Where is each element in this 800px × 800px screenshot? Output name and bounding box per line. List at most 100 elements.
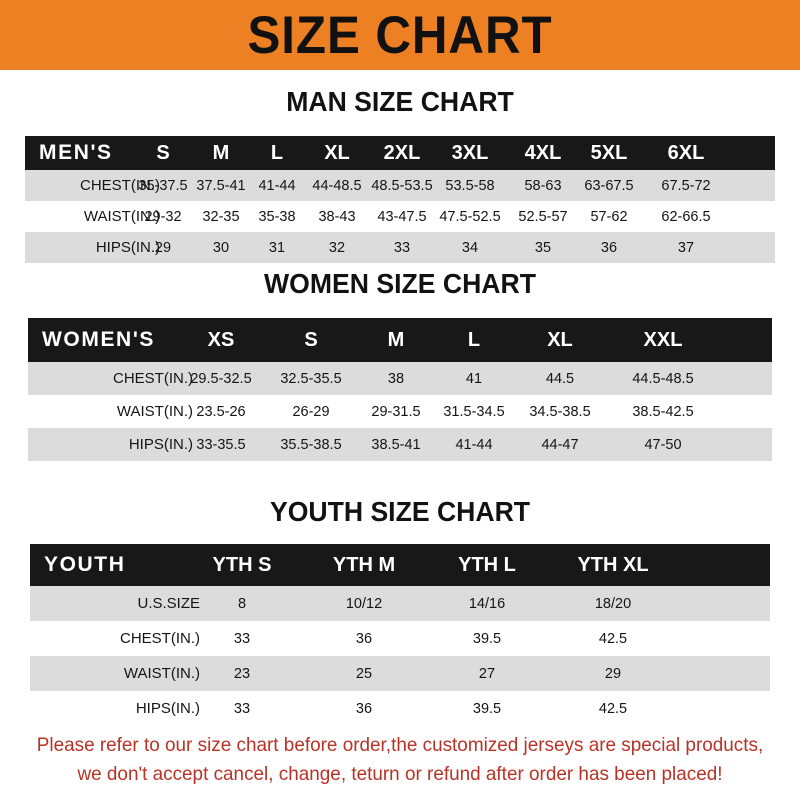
women-measurement-cell: 31.5-34.5 <box>443 403 505 420</box>
women-measurement-cell: 41 <box>465 370 483 387</box>
youth-measurement-cell: 39.5 <box>472 630 502 647</box>
youth-row-label: HIPS(IN.) <box>135 700 200 717</box>
table-row: CHEST(IN.) 29.5-32.5 32.5-35.5 38 41 44.5 44.5… <box>28 362 772 395</box>
youth-measurement-cell: 8 <box>237 595 247 612</box>
man-column-header: L <box>270 141 284 164</box>
man-column-header: XL <box>324 141 350 164</box>
women-column-header: S <box>304 328 318 351</box>
man-measurement-cell: 63-67.5 <box>584 177 634 194</box>
women-measurement-cell: 23.5-26 <box>196 403 246 420</box>
table-row: HIPS(IN.) 33-35.5 35.5-38.5 38.5-41 41-44 44-… <box>28 428 772 461</box>
table-row: WAIST(IN.) 29-32 32-35 35-38 38-43 43-47.5 47.… <box>25 201 775 232</box>
section-title-women: WOMEN SIZE CHART <box>264 268 536 299</box>
women-measurement-cell: 47-50 <box>644 436 682 453</box>
man-measurement-cell: 37 <box>677 239 695 256</box>
women-measurement-cell: 41-44 <box>455 436 493 453</box>
youth-measurement-cell: 27 <box>478 665 496 682</box>
man-column-header: 5XL <box>590 141 628 164</box>
youth-corner-label: YOUTH <box>44 553 126 576</box>
man-row-label: WAIST(IN.) <box>83 208 160 225</box>
man-column-header: 2XL <box>383 141 421 164</box>
youth-measurement-cell: 33 <box>233 700 251 717</box>
table-row: HIPS(IN.) 33 36 39.5 42.5 <box>30 691 770 726</box>
man-measurement-cell: 36 <box>600 239 618 256</box>
man-column-header: 3XL <box>451 141 489 164</box>
man-row-label: CHEST(IN.) <box>80 177 160 194</box>
youth-measurement-cell: 42.5 <box>598 700 628 717</box>
man-measurement-cell: 67.5-72 <box>661 177 711 194</box>
man-measurement-cell: 32-35 <box>202 208 240 225</box>
women-measurement-cell: 44.5-48.5 <box>632 370 694 387</box>
women-measurement-cell: 34.5-38.5 <box>529 403 591 420</box>
man-measurement-cell: 52.5-57 <box>518 208 568 225</box>
table-row: U.S.SIZE 8 10/12 14/16 18/20 <box>30 586 770 621</box>
man-size-table: MEN'S S M L XL 2XL 3XL 4XL 5XL 6XL CHEST(IN.) 35-37… <box>25 136 775 263</box>
youth-measurement-cell: 36 <box>355 630 373 647</box>
man-row-label: HIPS(IN.) <box>95 239 160 256</box>
women-measurement-cell: 38.5-41 <box>371 436 421 453</box>
table-row: CHEST(IN.) 35-37.5 37.5-41 41-44 44-48.5 48.5… <box>25 170 775 201</box>
women-measurement-cell: 38 <box>387 370 405 387</box>
youth-table-header-row: YOUTH YTH S YTH M YTH L YTH XL <box>30 544 770 586</box>
youth-column-header: YTH L <box>458 553 516 576</box>
youth-measurement-cell: 25 <box>355 665 373 682</box>
youth-measurement-cell: 33 <box>233 630 251 647</box>
man-measurement-cell: 38-43 <box>318 208 356 225</box>
youth-row-label: CHEST(IN.) <box>120 630 200 647</box>
women-column-header: M <box>387 328 405 351</box>
women-measurement-cell: 33-35.5 <box>196 436 246 453</box>
women-row-label: HIPS(IN.) <box>128 436 193 453</box>
man-measurement-cell: 37.5-41 <box>196 177 246 194</box>
section-title-youth: YOUTH SIZE CHART <box>269 496 531 527</box>
man-measurement-cell: 29-32 <box>144 208 182 225</box>
man-measurement-cell: 48.5-53.5 <box>371 177 433 194</box>
man-measurement-cell: 35-37.5 <box>138 177 188 194</box>
man-measurement-cell: 32 <box>328 239 346 256</box>
youth-row-label: WAIST(IN.) <box>123 665 200 682</box>
women-measurement-cell: 29.5-32.5 <box>190 370 252 387</box>
women-measurement-cell: 38.5-42.5 <box>632 403 694 420</box>
women-table-header-row: WOMEN'S XS S M L XL XXL <box>28 318 772 362</box>
youth-measurement-cell: 10/12 <box>345 595 383 612</box>
man-measurement-cell: 29 <box>154 239 172 256</box>
women-measurement-cell: 32.5-35.5 <box>280 370 342 387</box>
man-measurement-cell: 58-63 <box>524 177 562 194</box>
man-measurement-cell: 53.5-58 <box>445 177 495 194</box>
man-measurement-cell: 33 <box>393 239 411 256</box>
women-column-header: XXL <box>643 328 683 351</box>
man-column-header: 6XL <box>667 141 705 164</box>
man-measurement-cell: 57-62 <box>590 208 628 225</box>
man-measurement-cell: 43-47.5 <box>377 208 427 225</box>
footer-note-line-2: we don't accept cancel, change, teturn o… <box>77 763 723 785</box>
youth-measurement-cell: 36 <box>355 700 373 717</box>
man-measurement-cell: 41-44 <box>258 177 296 194</box>
youth-column-header: YTH M <box>332 553 396 576</box>
youth-size-table: YOUTH YTH S YTH M YTH L YTH XL U.S.SIZE 8 10/12… <box>30 544 770 726</box>
man-measurement-cell: 44-48.5 <box>312 177 362 194</box>
man-column-header: S <box>156 141 170 164</box>
women-measurement-cell: 29-31.5 <box>371 403 421 420</box>
table-row: CHEST(IN.) 33 36 39.5 42.5 <box>30 621 770 656</box>
footer-note-line-1: Please refer to our size chart before or… <box>36 734 764 756</box>
table-row: WAIST(IN.) 23 25 27 29 <box>30 656 770 691</box>
page-title: SIZE CHART <box>247 5 553 65</box>
youth-measurement-cell: 42.5 <box>598 630 628 647</box>
man-measurement-cell: 35-38 <box>258 208 296 225</box>
man-measurement-cell: 30 <box>212 239 230 256</box>
women-column-header: L <box>467 328 481 351</box>
man-column-header: 4XL <box>524 141 562 164</box>
youth-row-label: U.S.SIZE <box>137 595 200 612</box>
man-measurement-cell: 62-66.5 <box>661 208 711 225</box>
footer-note: Please refer to our size chart before or… <box>12 731 788 789</box>
youth-measurement-cell: 23 <box>233 665 251 682</box>
women-measurement-cell: 44-47 <box>541 436 579 453</box>
women-size-table: WOMEN'S XS S M L XL XXL CHEST(IN.) 29.5-32.5 32.5… <box>28 318 772 461</box>
man-column-header: M <box>212 141 230 164</box>
youth-measurement-cell: 29 <box>604 665 622 682</box>
man-table-header-row: MEN'S S M L XL 2XL 3XL 4XL 5XL 6XL <box>25 136 775 170</box>
man-measurement-cell: 31 <box>268 239 286 256</box>
women-column-header: XL <box>547 328 573 351</box>
youth-column-header: YTH XL <box>577 553 649 576</box>
women-row-label: WAIST(IN.) <box>116 403 193 420</box>
table-row: HIPS(IN.) 29 30 31 32 33 34 35 36 37 <box>25 232 775 263</box>
